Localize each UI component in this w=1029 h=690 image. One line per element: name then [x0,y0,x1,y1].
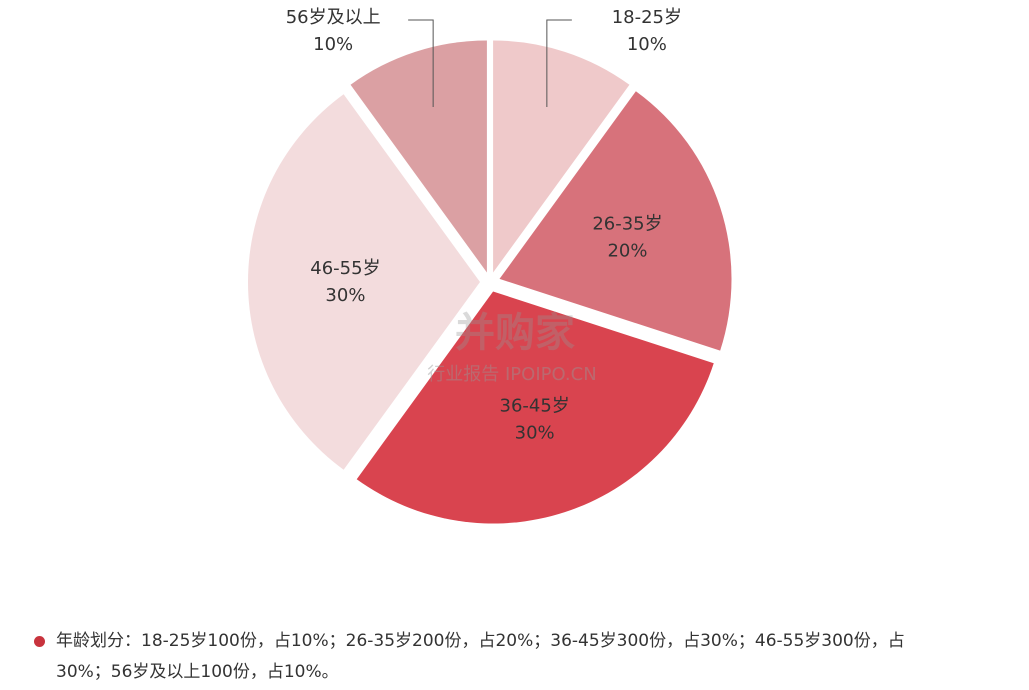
slices [247,40,732,524]
slice-label: 56岁及以上 [286,7,381,28]
note: 年龄划分：18-25岁100份，占10%；26-35岁200份，占20%；36-… [56,631,905,682]
slice-value-label: 30% [515,422,555,443]
watermark-title: 并购家 [455,310,575,356]
leader-line [408,19,434,108]
chart: 并购家 行业报告 IPOIPO.CN 18-25岁 10% 26-35岁 20% 36-… [247,7,732,524]
pie-slice [356,291,714,524]
slice-value-label: 20% [607,240,647,261]
note-bullet [34,636,45,647]
pie-slice [247,94,480,470]
slice-value-label: 10% [313,34,353,55]
watermark-subtitle: 行业报告 IPOIPO.CN [427,364,596,385]
slice-label: 36-45岁 [500,395,570,416]
slice-value-label: 30% [325,285,365,306]
pie-slice [499,91,732,351]
leader-line [546,19,572,108]
slice-label: 26-35岁 [592,213,662,234]
pie-slice [350,40,487,273]
pie-slice [493,40,630,273]
slice-label: 18-25岁 [612,7,682,28]
slice-label: 46-55岁 [310,258,380,279]
slice-value-label: 10% [627,34,667,55]
